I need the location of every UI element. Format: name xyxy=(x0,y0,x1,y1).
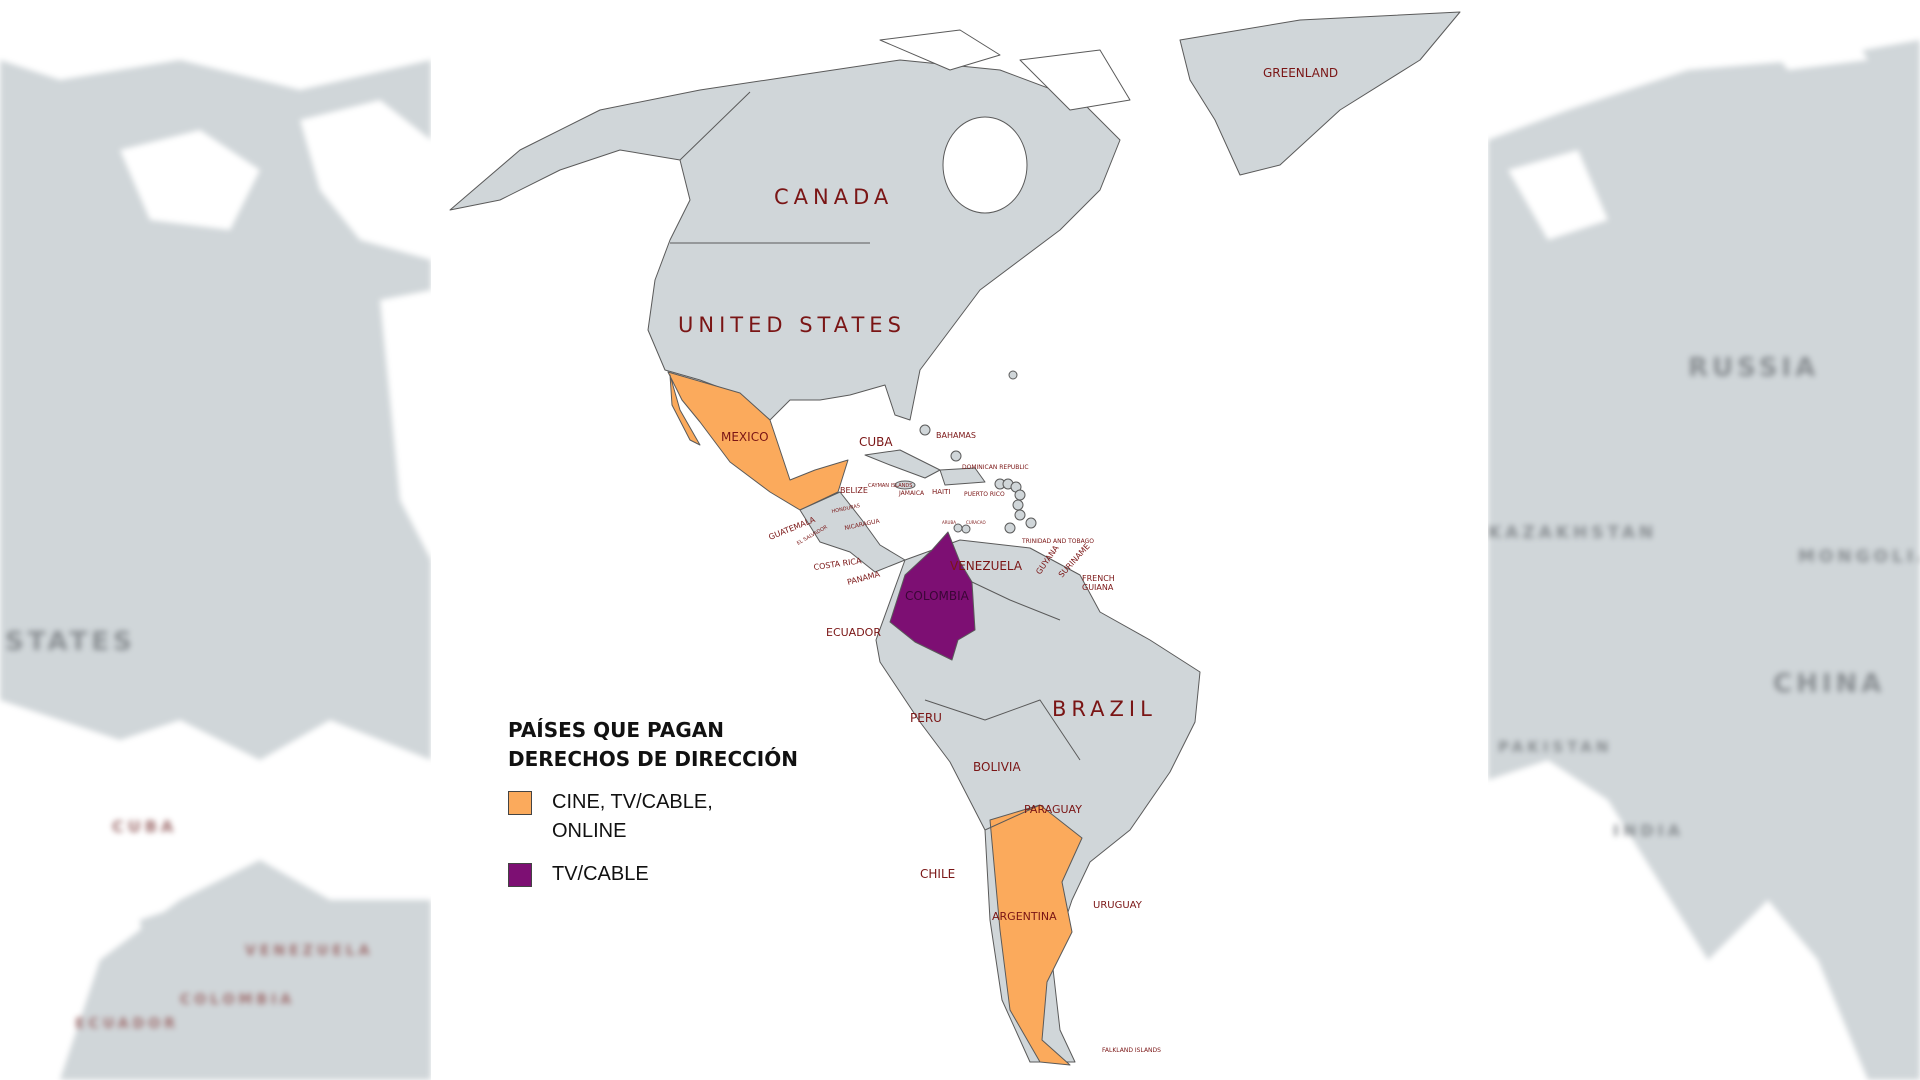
country-label-greenland: GREENLAND xyxy=(1263,66,1338,80)
us-canada-border xyxy=(670,91,870,244)
country-label-cayman: CAYMAN ISLANDS xyxy=(868,483,912,489)
country-label-jamaica: JAMAICA xyxy=(898,490,925,497)
country-label-canada: CANADA xyxy=(774,185,893,209)
cuba-island xyxy=(864,449,941,479)
legend-title-line: PAÍSES QUE PAGAN xyxy=(508,718,724,742)
country-label-trinidad: TRINIDAD AND TOBAGO xyxy=(1021,538,1094,545)
blurred-background-left: STATES CUBA VENEZUELA COLOMBIA ECUADOR xyxy=(0,0,431,1080)
side-label: ECUADOR xyxy=(75,1016,179,1032)
americas-map: GREENLAND CANADA UNITED STATES MEXICO CU… xyxy=(431,0,1488,1080)
country-label-honduras: HONDURAS xyxy=(831,503,860,515)
legend-swatch-orange xyxy=(508,791,532,815)
country-label-french-guiana: GUIANA xyxy=(1082,583,1114,592)
country-label-paraguay: PARAGUAY xyxy=(1024,803,1082,816)
legend-item-cine-tv-online: CINE, TV/CABLE, ONLINE xyxy=(508,788,798,846)
mexico-land xyxy=(667,371,849,511)
side-label: VENEZUELA xyxy=(245,943,374,959)
country-label-mexico: MEXICO xyxy=(721,430,769,444)
country-label-belize: BELIZE xyxy=(840,486,868,495)
side-label: MONGOLIA xyxy=(1798,547,1920,567)
country-label-argentina: ARGENTINA xyxy=(992,910,1057,923)
country-label-cuba: CUBA xyxy=(859,435,893,449)
country-label-curacao: CURACAO xyxy=(966,520,986,525)
side-label: COLOMBIA xyxy=(180,992,295,1008)
legend-item-label: CINE, TV/CABLE, ONLINE xyxy=(552,791,713,842)
country-label-bahamas: BAHAMAS xyxy=(936,431,976,440)
argentina-land xyxy=(989,804,1083,1066)
country-label-costa-rica: COSTA RICA xyxy=(813,556,863,572)
side-label: CUBA xyxy=(112,817,177,836)
country-label-haiti: HAITI xyxy=(932,488,950,496)
legend-item-tv-cable: TV/CABLE xyxy=(508,860,798,889)
country-label-dominican-republic: DOMINICAN REPUBLIC xyxy=(962,464,1029,471)
legend-item-label: TV/CABLE xyxy=(552,863,649,885)
country-label-chile: CHILE xyxy=(920,867,955,881)
side-label: RUSSIA xyxy=(1688,353,1819,383)
blurred-background-right: RUSSIA KAZAKHSTAN MONGOLIA CHINA INDIA P… xyxy=(1488,0,1920,1080)
country-label-ecuador: ECUADOR xyxy=(826,626,881,639)
arctic-islands xyxy=(879,29,1131,111)
map-legend: PAÍSES QUE PAGAN DERECHOS DE DIRECCIÓN C… xyxy=(508,716,798,889)
country-label-aruba: ARUBA xyxy=(942,520,956,525)
side-label: CHINA xyxy=(1773,669,1885,699)
side-label: PAKISTAN xyxy=(1498,738,1612,756)
country-label-united-states: UNITED STATES xyxy=(678,313,906,337)
legend-swatch-purple xyxy=(508,863,532,887)
legend-title: PAÍSES QUE PAGAN DERECHOS DE DIRECCIÓN xyxy=(508,716,798,774)
colombia-land xyxy=(889,531,976,661)
sa-borders xyxy=(924,581,1081,831)
country-label-falkland: FALKLAND ISLANDS xyxy=(1102,1047,1161,1054)
hudson-bay xyxy=(942,116,1028,214)
country-label-french-guiana: FRENCH xyxy=(1082,574,1115,583)
hispaniola-island xyxy=(939,467,986,486)
side-label: INDIA xyxy=(1613,821,1684,840)
country-label-puerto-rico: PUERTO RICO xyxy=(964,491,1005,498)
country-label-brazil: BRAZIL xyxy=(1052,697,1157,721)
country-label-panama: PANAMA xyxy=(846,569,881,587)
greenland-land xyxy=(1179,11,1461,176)
country-label-peru: PERU xyxy=(910,711,942,725)
country-label-uruguay: URUGUAY xyxy=(1093,900,1143,911)
country-label-colombia: COLOMBIA xyxy=(905,589,970,603)
legend-title-line: DERECHOS DE DIRECCIÓN xyxy=(508,747,798,771)
country-label-bolivia: BOLIVIA xyxy=(973,760,1021,774)
north-america-land xyxy=(449,59,1121,421)
side-label: STATES xyxy=(5,627,136,657)
country-label-venezuela: VENEZUELA xyxy=(950,559,1023,573)
side-label: KAZAKHSTAN xyxy=(1488,523,1657,543)
